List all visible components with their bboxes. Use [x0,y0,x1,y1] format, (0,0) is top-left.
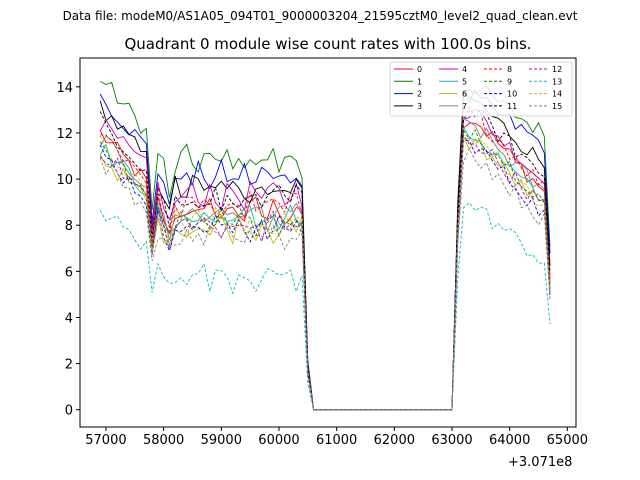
y-tick-label: 2 [65,358,73,373]
legend-label-10: 10 [507,90,517,99]
legend-label-3: 3 [417,102,422,111]
legend-label-11: 11 [507,102,517,111]
plot-area: 57000 58000 59000 60000 61000 62000 63000 64000… [56,57,588,448]
x-tick-label: 60000 [258,433,299,448]
legend-label-5: 5 [462,77,467,86]
y-tick-label: 4 [65,311,73,326]
legend-label-4: 4 [462,65,467,74]
chart-suptitle: Data file: modeM0/AS1A05_094T01_90000032… [63,9,578,23]
legend-label-12: 12 [552,65,562,74]
legend-label-0: 0 [417,65,422,74]
y-tick-label: 14 [56,81,73,96]
legend-label-7: 7 [462,102,467,111]
y-tick-label: 0 [65,404,73,419]
legend-label-8: 8 [507,65,512,74]
legend-label-2: 2 [417,90,422,99]
x-tick-label: 57000 [85,433,126,448]
legend-label-15: 15 [552,102,562,111]
x-tick-label: 63000 [431,433,472,448]
chart-title: Quadrant 0 module wise count rates with … [124,35,531,53]
legend-label-13: 13 [552,77,562,86]
legend-label-6: 6 [462,90,467,99]
legend-label-14: 14 [552,90,562,99]
series-line-15 [99,147,551,411]
x-tick-label: 58000 [143,433,184,448]
y-tick-label: 12 [56,127,73,142]
x-offset-label: +3.071e8 [508,455,572,470]
x-tick-label: 62000 [374,433,415,448]
legend-label-9: 9 [507,77,512,86]
legend-label-1: 1 [417,77,422,86]
y-tick-label: 8 [65,219,73,234]
x-tick-label: 59000 [201,433,242,448]
x-tick-label: 61000 [316,433,357,448]
x-tick-label: 64000 [489,433,530,448]
series-line-13 [99,202,551,411]
axes-frame [79,57,577,428]
y-tick-label: 6 [65,265,73,280]
y-tick-label: 10 [56,173,73,188]
series-line-9 [99,128,551,411]
x-tick-label: 65000 [547,433,588,448]
legend-box [389,61,573,117]
